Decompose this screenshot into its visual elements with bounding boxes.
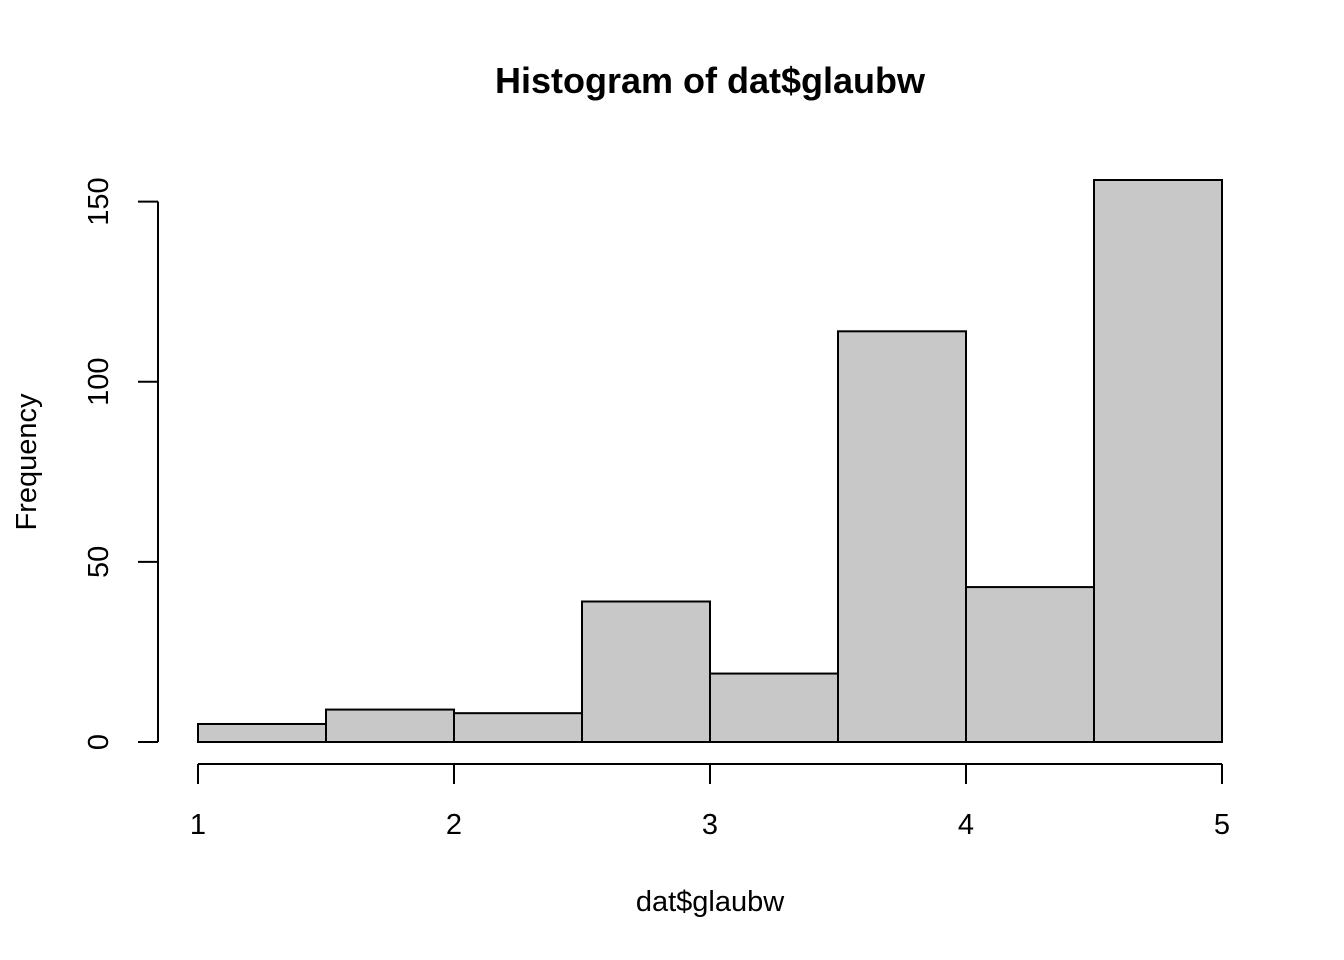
histogram-bar	[325, 708, 455, 743]
bars-group	[197, 179, 1223, 744]
histogram-bar	[581, 600, 711, 743]
histogram-bar	[709, 672, 839, 743]
histogram-bar	[197, 722, 327, 744]
y-axis: 0 50 100 150	[83, 177, 159, 750]
histogram-bar	[453, 712, 583, 744]
y-tick-label: 100	[83, 358, 115, 406]
x-tick-label: 3	[702, 809, 718, 841]
x-tick-label: 2	[446, 809, 462, 841]
chart-title: Histogram of dat$glaubw	[495, 60, 926, 101]
y-tick-label: 50	[83, 546, 115, 578]
histogram-bar	[965, 586, 1095, 743]
x-tick-label: 5	[1214, 809, 1230, 841]
histogram-bar	[837, 330, 967, 743]
y-axis-label: Frequency	[11, 393, 43, 531]
y-tick-label: 0	[83, 734, 115, 750]
y-tick-label: 150	[83, 177, 115, 225]
x-tick-label: 1	[190, 809, 206, 841]
x-axis-label: dat$glaubw	[636, 886, 785, 918]
histogram-bar	[1093, 179, 1223, 743]
x-tick-label: 4	[958, 809, 974, 841]
x-axis: 1 2 3 4 5	[190, 763, 1230, 841]
